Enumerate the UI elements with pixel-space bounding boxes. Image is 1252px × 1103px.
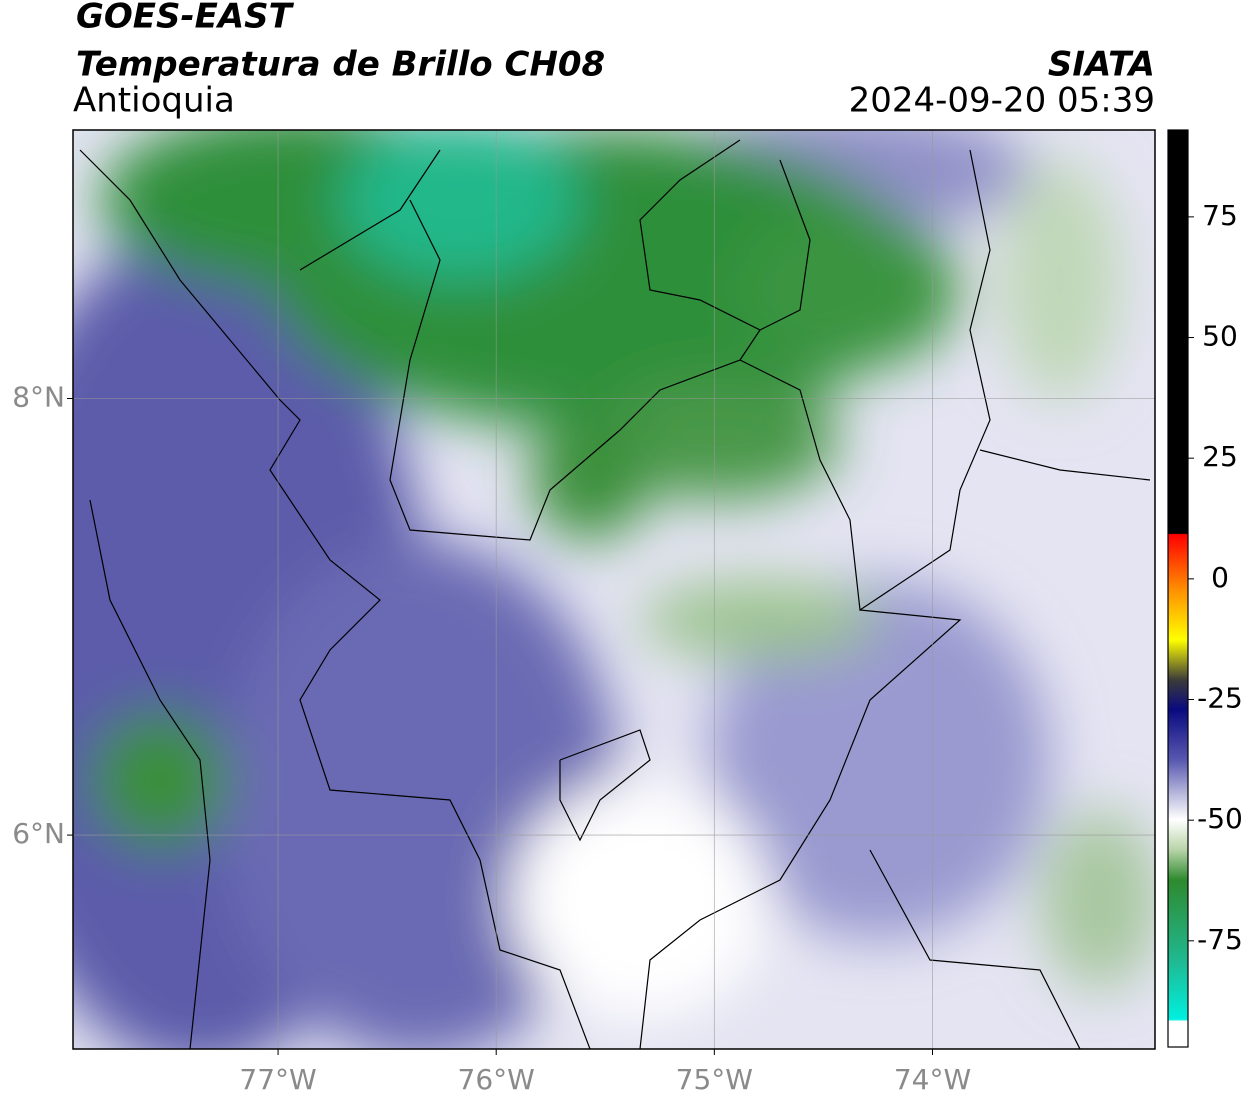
x-tick-label: 74°W: [894, 1063, 971, 1096]
colorbar-tick-label: -75: [1197, 923, 1243, 956]
satellite-title: GOES-EAST: [76, 0, 295, 37]
map-imagery: [73, 130, 1155, 1049]
source-label: SIATA: [1048, 45, 1155, 85]
map-frame: [72, 129, 1156, 1050]
colorbar-tick-label: 75: [1202, 199, 1238, 232]
colorbar: [1167, 129, 1189, 1048]
x-tick-label: 77°W: [239, 1063, 316, 1096]
grid: [73, 130, 1155, 1049]
colorbar-tick-label: -50: [1197, 802, 1243, 835]
x-tick-label: 75°W: [676, 1063, 753, 1096]
y-tick-label: 8°N: [12, 380, 65, 413]
datetime-label: 2024-09-20 05:39: [849, 81, 1155, 121]
colorbar-tick-label: 25: [1202, 440, 1238, 473]
y-tick-label: 6°N: [12, 817, 65, 850]
colorbar-tick-label: 0: [1211, 561, 1229, 594]
colorbar-tick-label: -25: [1197, 682, 1243, 715]
region-label: Antioquia: [73, 81, 235, 121]
colorbar-tick-label: 50: [1202, 320, 1238, 353]
product-title: Temperatura de Brillo CH08: [76, 45, 605, 85]
x-tick-label: 76°W: [458, 1063, 535, 1096]
